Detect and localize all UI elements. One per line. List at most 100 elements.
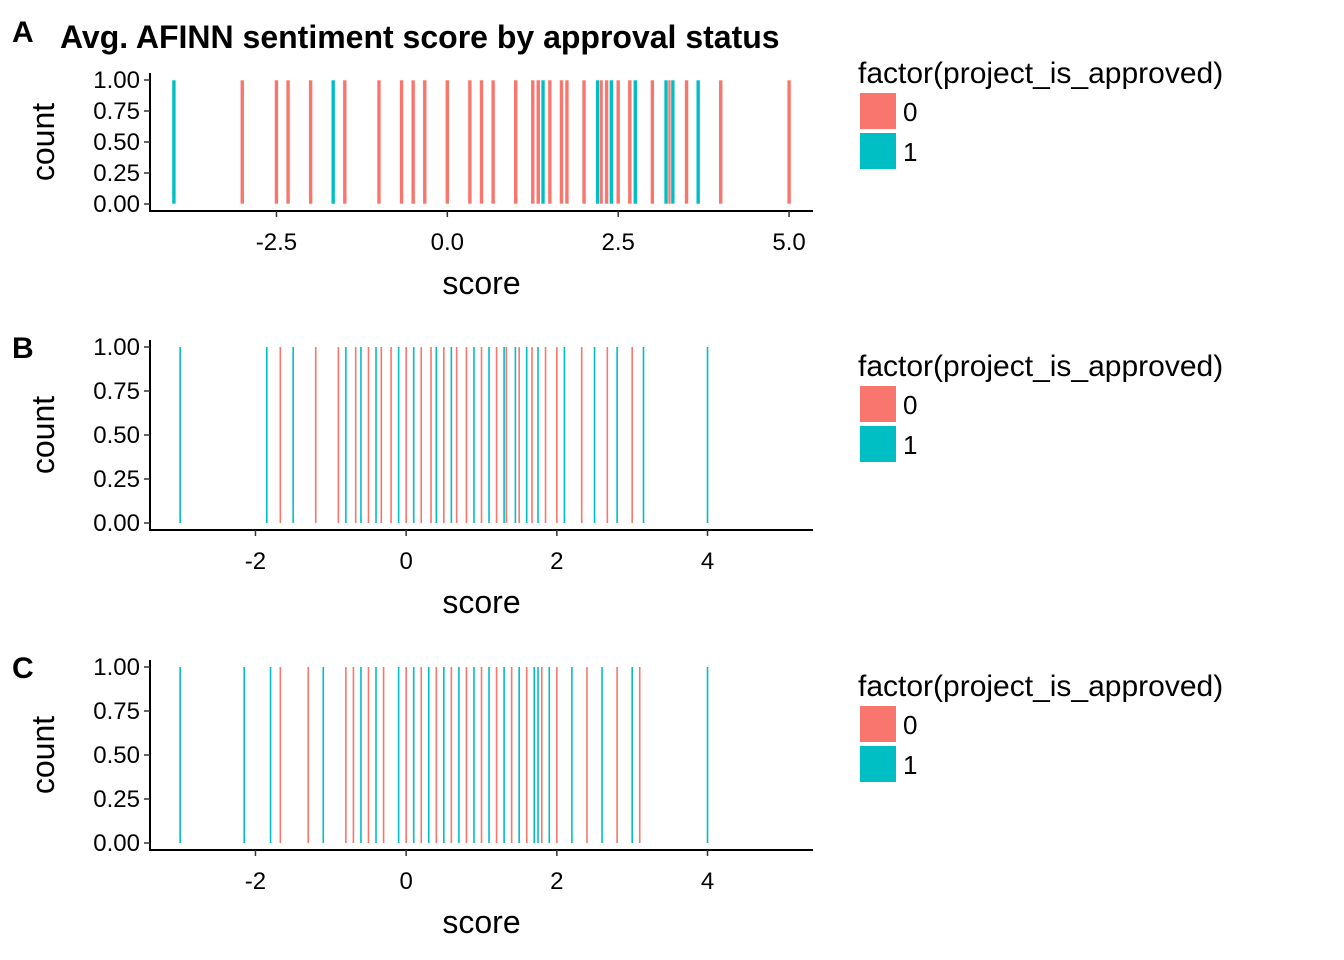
bar-series-1 xyxy=(375,347,377,523)
y-axis-label: count xyxy=(25,716,61,794)
bar-series-1 xyxy=(706,667,709,843)
bar-series-0 xyxy=(422,79,428,205)
y-axis-label: count xyxy=(25,103,61,181)
bar-series-1 xyxy=(397,347,400,523)
legend-label-0: 0 xyxy=(903,97,917,127)
bar-series-0 xyxy=(586,667,588,843)
bar-series-0 xyxy=(606,347,609,523)
bar-series-0 xyxy=(564,79,570,205)
legend-label-1: 1 xyxy=(903,750,917,780)
y-tick-label: 0.50 xyxy=(93,129,140,156)
bar-series-0 xyxy=(544,347,547,523)
bar-series-1 xyxy=(450,347,453,523)
bar-series-0 xyxy=(580,347,583,523)
x-tick-label: 4 xyxy=(701,868,714,895)
bar-series-1 xyxy=(571,667,573,843)
bar-series-0 xyxy=(352,667,355,843)
bar-series-1 xyxy=(435,347,438,523)
legend-title: factor(project_is_approved) xyxy=(858,57,1223,90)
bar-series-1 xyxy=(616,347,618,523)
bar-series-0 xyxy=(376,79,382,205)
bar-series-1 xyxy=(412,667,415,843)
bar-series-0 xyxy=(559,79,564,205)
bar-series-0 xyxy=(479,79,484,205)
legend-swatch-1 xyxy=(860,133,896,169)
y-tick-label: 0.75 xyxy=(93,378,140,405)
bar-series-0 xyxy=(505,347,508,523)
bar-series-1 xyxy=(427,667,430,843)
bar-series-1 xyxy=(632,79,638,205)
legend-label-0: 0 xyxy=(903,390,917,420)
bar-series-0 xyxy=(540,667,543,843)
bar-series-0 xyxy=(510,667,513,843)
legend-swatch-1 xyxy=(860,426,896,462)
bar-series-1 xyxy=(458,667,460,843)
panel-tag: A xyxy=(12,16,34,49)
bar-series-1 xyxy=(412,347,415,523)
bar-series-1 xyxy=(540,79,546,205)
bar-series-1 xyxy=(322,667,325,843)
y-tick-label: 0.50 xyxy=(93,742,140,769)
legend: factor(project_is_approved) 0 1 xyxy=(858,57,1223,169)
bar-series-1 xyxy=(345,347,347,523)
bar-series-0 xyxy=(531,347,533,523)
bar-series-1 xyxy=(360,347,362,523)
bar-series-0 xyxy=(285,79,291,205)
bar-series-0 xyxy=(337,347,340,523)
x-tick-label: 2.5 xyxy=(602,229,635,256)
y-tick-label: 0.25 xyxy=(93,466,140,493)
bar-series-0 xyxy=(530,79,536,205)
bar-series-1 xyxy=(642,347,645,523)
y-tick-label: 0.00 xyxy=(93,191,140,218)
bar-series-1 xyxy=(514,347,517,523)
bar-series-1 xyxy=(663,79,669,205)
bar-series-0 xyxy=(638,667,641,843)
bar-series-0 xyxy=(239,79,245,205)
bar-series-0 xyxy=(786,79,792,205)
bar-series-1 xyxy=(593,347,596,523)
bar-series-1 xyxy=(473,347,475,523)
bar-series-1 xyxy=(443,667,445,843)
x-tick-label: 2 xyxy=(550,548,563,575)
bar-series-0 xyxy=(445,79,450,205)
legend-label-1: 1 xyxy=(903,430,917,460)
bar-series-0 xyxy=(450,667,453,843)
bar-series-0 xyxy=(465,347,468,523)
bar-series-0 xyxy=(627,79,633,205)
y-tick-label: 0.75 xyxy=(93,98,140,125)
bar-series-1 xyxy=(360,667,362,843)
bar-series-1 xyxy=(473,667,475,843)
panel-b: B 0.00 0.25 0.50 0.75 1.00 -2 0 2 4 score count fact… xyxy=(12,332,1223,620)
y-tick-label: 1.00 xyxy=(93,654,140,681)
x-tick-label: 4 xyxy=(701,548,714,575)
legend-label-0: 0 xyxy=(903,710,917,740)
bar-series-0 xyxy=(547,79,553,205)
panel-a: A Avg. AFINN sentiment score by approval … xyxy=(12,16,1223,301)
bar-series-0 xyxy=(399,79,404,205)
bar-series-1 xyxy=(537,347,539,523)
y-tick-label: 0.25 xyxy=(93,786,140,813)
bar-series-0 xyxy=(467,79,473,205)
bar-series-0 xyxy=(367,347,370,523)
bar-series-0 xyxy=(279,667,282,843)
bar-series-0 xyxy=(354,347,357,523)
bar-series-0 xyxy=(615,79,621,205)
bar-series-0 xyxy=(405,667,407,843)
bar-series-1 xyxy=(330,79,336,205)
bar-series-0 xyxy=(556,347,558,523)
bar-series-0 xyxy=(367,667,370,843)
legend-title: factor(project_is_approved) xyxy=(858,350,1223,383)
bar-series-1 xyxy=(243,667,245,843)
bar-series-0 xyxy=(279,347,282,523)
y-tick-label: 0.50 xyxy=(93,422,140,449)
legend-title: factor(project_is_approved) xyxy=(858,670,1223,703)
y-axis-label: count xyxy=(25,396,61,474)
bar-series-0 xyxy=(495,667,498,843)
bar-series-0 xyxy=(308,79,313,205)
bar-series-1 xyxy=(179,347,181,523)
bar-series-0 xyxy=(480,667,483,843)
x-axis-label: score xyxy=(442,904,520,940)
bar-series-0 xyxy=(631,347,633,523)
y-tick-label: 0.75 xyxy=(93,698,140,725)
y-tick-label: 0.25 xyxy=(93,160,140,187)
